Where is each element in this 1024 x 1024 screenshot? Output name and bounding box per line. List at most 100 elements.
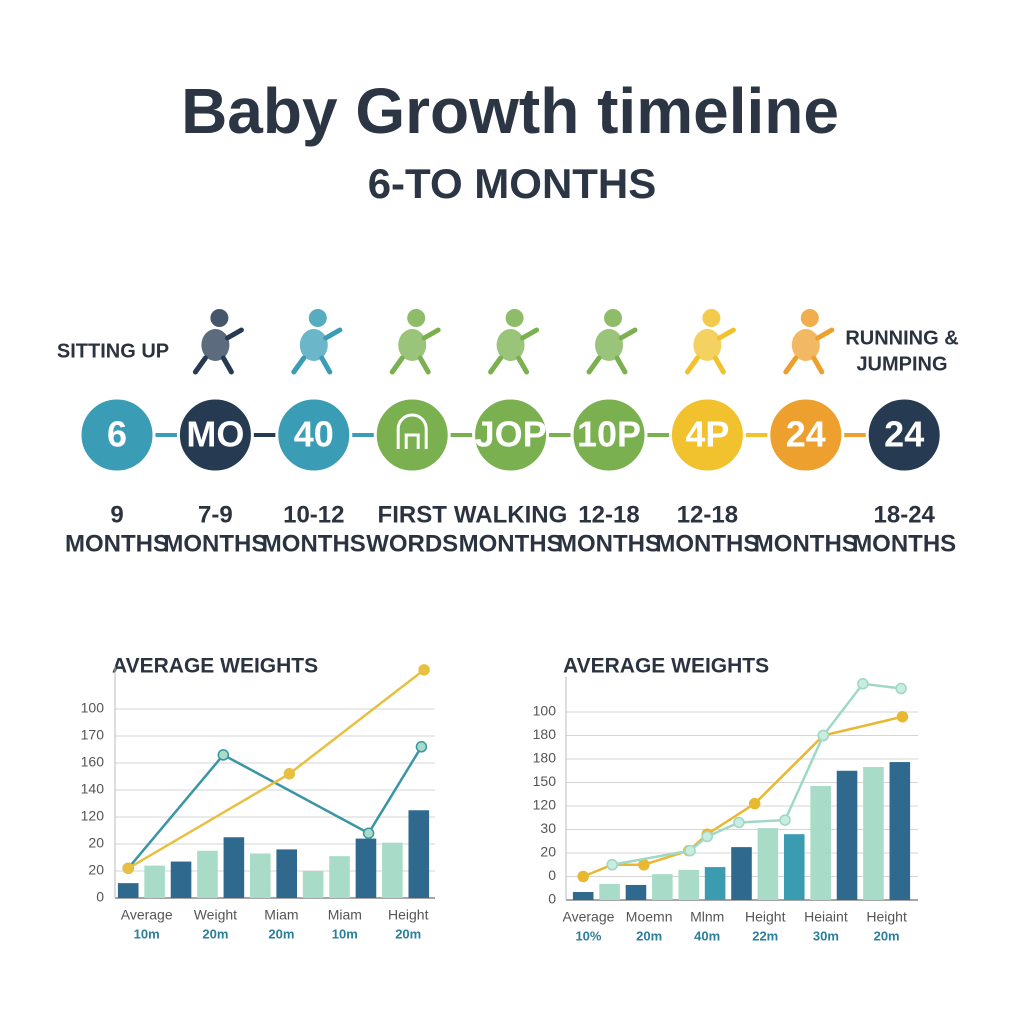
icon-body [791,329,820,361]
x-tick-label: Weight [194,907,237,923]
line-point [733,816,745,829]
icon-body [398,329,427,361]
milestone-label: 6 [107,414,127,455]
icon-body [496,329,525,361]
icon-head [210,309,229,327]
line-point [817,729,830,742]
y-tick-label: 20 [540,844,556,860]
milestone-icon [396,413,428,449]
icon-limbs [684,327,736,375]
bar [810,786,831,900]
top-label: SITTING UP [57,340,169,362]
y-tick-label: 0 [96,889,104,905]
bottom-label: MONTHS [754,530,858,557]
bar [757,828,779,900]
milestone-circle [668,396,746,474]
x-tick-label: Heiaint [804,909,848,925]
x-tick-label: Height [388,907,429,923]
line [127,746,423,870]
y-tick-label: 0 [548,867,556,883]
y-tick-label: 120 [81,808,105,824]
bottom-label: MONTHS [852,530,956,557]
icon-body [299,329,328,361]
bar [329,856,350,898]
icon-limbs [783,327,835,375]
top-label: JUMPING [856,353,947,375]
milestone-icon [783,309,835,375]
bottom-label: MONTHS [655,530,759,557]
line-point [895,682,907,695]
x-tick-sublabel: 22m [752,928,778,943]
milestone-icon [389,309,441,375]
bottom-label: FIRST [378,501,448,528]
x-tick-sublabel: 20m [268,926,294,941]
x-tick-sublabel: 10m [332,926,358,941]
icon-head [308,309,327,327]
x-tick-sublabel: 30m [813,928,839,943]
line-point [779,814,791,826]
line-point [418,664,430,676]
bar [117,883,139,898]
bar [276,849,298,898]
bar [625,884,647,900]
line-point [748,797,761,810]
milestone-label: 4P [685,414,729,455]
milestone-circle [865,396,943,474]
icon-body [595,329,623,361]
bar [836,770,858,900]
bottom-label: MONTHS [262,530,366,557]
bar [678,869,700,900]
chart-title: AVERAGE WEIGHTS [563,655,769,678]
line-point [857,678,869,690]
line-point [362,827,375,839]
icon-head [800,309,819,327]
bar [889,762,911,900]
milestone-circle [275,396,353,474]
line-point [122,862,134,875]
line [611,682,902,866]
bar [302,871,324,898]
bar [731,847,752,900]
milestone-icon [291,309,343,375]
icon-limbs [291,327,343,375]
milestone-circle [570,396,648,474]
y-tick-label: 30 [540,820,556,836]
x-tick-label: Height [866,909,907,925]
milestone-icon [488,309,540,375]
x-tick-sublabel: 40m [694,928,720,943]
x-tick-label: Moemn [626,909,673,925]
y-tick-label: 160 [81,754,105,770]
bar [170,861,192,898]
bar [382,842,403,898]
milestone-icon [586,309,638,375]
milestone-icon [684,309,736,375]
milestone-label: 40 [294,414,334,455]
icon-limbs [488,327,540,375]
bottom-label: MONTHS [163,530,267,557]
bar [863,766,884,900]
x-tick-sublabel: 20m [395,926,421,941]
line-point [283,768,296,780]
bar [652,874,673,900]
x-tick-sublabel: 20m [636,928,662,943]
x-tick-label: Height [745,909,786,925]
bar [783,834,805,900]
icon-limbs [192,327,244,375]
bottom-label: 10-12 [283,501,344,528]
bar [572,892,594,900]
milestone-circle [176,396,254,474]
y-tick-label: 100 [533,703,557,719]
bottom-label: MONTHS [459,530,563,557]
y-tick-label: 0 [548,891,556,907]
top-label: RUNNING & [845,327,958,349]
y-tick-label: 170 [81,727,105,743]
y-tick-label: 20 [88,835,104,851]
line-point [606,859,618,871]
line-point [896,710,909,723]
milestone-circle [78,396,156,474]
line-point [577,870,589,883]
icon-head [604,309,622,327]
x-tick-label: Miam [264,907,298,923]
line [127,668,425,870]
milestone-label: 24 [786,414,826,455]
